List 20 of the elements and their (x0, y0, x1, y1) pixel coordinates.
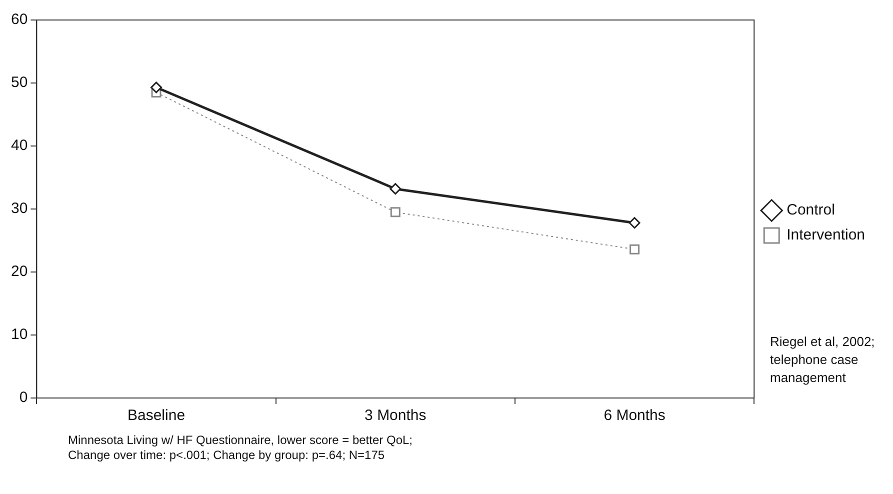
point (390, 183, 402, 195)
y-tick-label: 50 (10, 74, 28, 92)
y-tick-label: 10 (10, 326, 28, 344)
point (150, 82, 162, 94)
x-tick-label: Baseline (127, 407, 186, 424)
point (390, 207, 400, 218)
y-tick-label: 30 (10, 200, 28, 218)
point (630, 244, 640, 254)
text: Minnesota Living w/ HF Questionnaire, lower score = better QoL; (68, 433, 412, 448)
y-tick-label: 40 (10, 137, 28, 154)
text: Change over time: p<.001; Change by group: p=.64; N=175 (68, 448, 386, 463)
legend-label: Intervention (786, 226, 866, 244)
point (628, 217, 640, 229)
y-tick-label: 60 (10, 11, 28, 28)
y-tick-label: 20 (10, 263, 28, 280)
x-tick-label: 3 Months (364, 407, 426, 424)
x-tick-label: 6 Months (604, 407, 666, 424)
legend-label: Control (786, 202, 835, 219)
y-tick-label: 0 (19, 389, 28, 406)
text: Riegel et al, 2002; telephone case management (770, 333, 876, 387)
